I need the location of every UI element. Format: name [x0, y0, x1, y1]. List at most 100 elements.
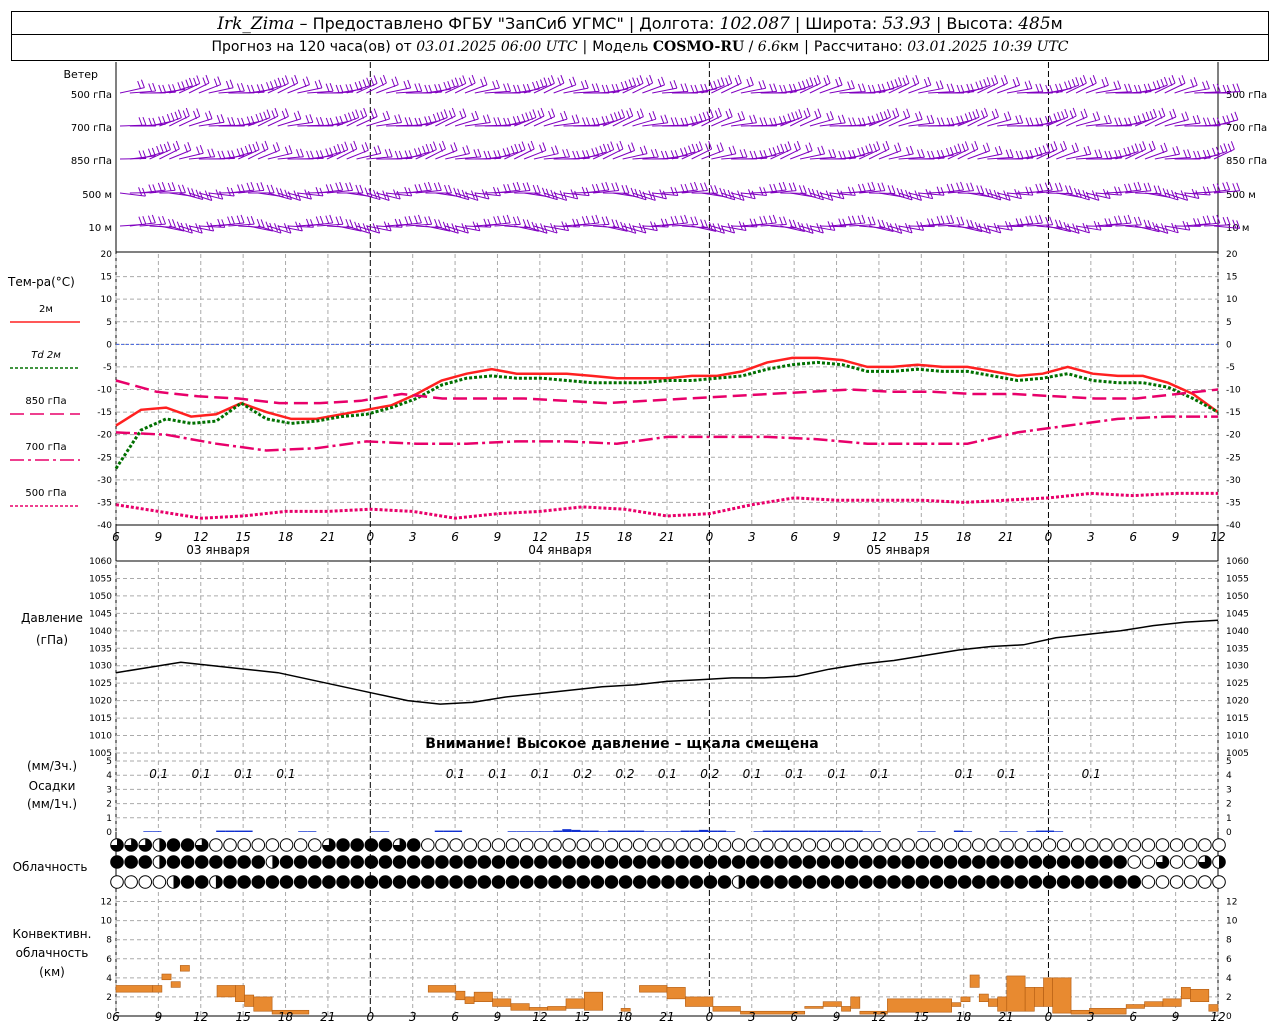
wind-barb — [533, 192, 558, 201]
wind-barb-flag — [763, 215, 768, 225]
convective-bar — [988, 998, 998, 1007]
wind-barb-flag — [961, 143, 966, 153]
wind-barb-flag — [581, 216, 586, 225]
convective-x-tick: 12 — [1210, 1010, 1225, 1024]
wind-barb-flag — [394, 150, 399, 160]
wind-barb-flag — [265, 221, 270, 230]
wind-barb-flag — [713, 80, 718, 90]
precip-bar — [452, 830, 463, 832]
wind-barb — [1066, 192, 1090, 201]
convective-x-tick: 3 — [1087, 1010, 1095, 1024]
cloud-symbol — [237, 875, 251, 889]
precip-bar — [862, 831, 872, 832]
wind-barb-flag — [861, 183, 866, 193]
cloud-symbol — [717, 855, 732, 869]
wind-barb-flag — [601, 84, 606, 94]
cloud-symbol — [1028, 855, 1043, 869]
cloudiness-title: Облачность — [13, 860, 88, 874]
convective-title-line: Конвективн. — [13, 927, 92, 941]
wind-barb-flag — [852, 117, 857, 126]
model-resolution: 6.6 — [757, 39, 781, 55]
cloud-symbol — [986, 855, 1000, 869]
precip-tick-right: 2 — [1226, 800, 1232, 810]
wind-barb-flag — [615, 219, 620, 228]
wind-barb-flag — [610, 113, 615, 123]
wind-barb — [997, 192, 1022, 200]
wind-barb-flag — [451, 223, 456, 232]
convective-tick-right: 12 — [1226, 898, 1237, 908]
wind-barb-flag — [157, 182, 162, 192]
pressure-tick-left: 1015 — [89, 714, 112, 724]
wind-barb — [208, 192, 235, 197]
temp-series-3 — [115, 415, 1218, 452]
wind-barb — [257, 225, 282, 234]
longitude-label: Долгота: — [639, 14, 715, 33]
wind-barb-flag — [379, 77, 384, 86]
wind-barb-flag — [211, 148, 216, 157]
convective-bar — [804, 1006, 824, 1009]
wind-barb-flag — [1128, 183, 1132, 192]
temp-tick-right: -5 — [1226, 363, 1235, 373]
wind-barb-flag — [1114, 117, 1119, 126]
wind-barb-flag — [616, 143, 621, 152]
pressure-tick-left: 1060 — [89, 557, 112, 567]
wind-barb-flag — [1202, 81, 1207, 90]
wind-barb-flag — [1087, 145, 1092, 155]
wind-barb-flag — [607, 143, 612, 153]
wind-barb-flag — [625, 185, 630, 194]
wind-barb-flag — [857, 215, 862, 224]
wind-barb-flag — [566, 148, 571, 158]
wind-barb-flag — [798, 185, 803, 194]
wind-barb-flag — [477, 148, 482, 158]
wind-barb — [1184, 192, 1211, 196]
wind-barb-flag — [964, 141, 969, 150]
station-name: Irk_Zima — [217, 14, 295, 34]
model-name: COSMO-RU — [652, 39, 745, 55]
wind-barb-flag — [994, 108, 999, 117]
wind-barb-flag — [196, 146, 201, 155]
wind-barb-flag — [185, 107, 190, 117]
wind-barb-flag — [1216, 214, 1221, 224]
wind-barb-flag — [728, 108, 733, 117]
wind-barb-flag — [739, 149, 744, 158]
wind-barb-flag — [727, 189, 732, 199]
wind-barb-flag — [885, 140, 890, 150]
cloud-symbol — [251, 855, 266, 869]
pressure-line — [115, 619, 1219, 705]
wind-barb-flag — [337, 144, 341, 153]
wind-barb-flag — [702, 112, 707, 121]
wind-barb-flag — [1067, 80, 1072, 89]
wind-barb-flag — [1053, 141, 1058, 150]
precip-3h-total: 0.1 — [785, 767, 804, 781]
wind-barb — [711, 192, 735, 201]
wind-barb-flag — [926, 115, 931, 124]
precip-bar — [926, 831, 936, 832]
cloud-symbol — [350, 855, 364, 869]
wind-barb-flag — [345, 182, 350, 192]
pressure-tick-left: 1005 — [89, 749, 112, 759]
temp-tick-right: -30 — [1226, 476, 1241, 486]
pressure-tick-left: 1035 — [89, 644, 112, 654]
wind-barb-flag — [746, 78, 751, 88]
cloud-symbol — [1113, 855, 1127, 869]
pressure-tick-right: 1055 — [1226, 574, 1249, 584]
precip-3h-total: 0.1 — [276, 767, 295, 781]
wind-barb-flag — [1133, 84, 1138, 94]
wind-barb-flag — [148, 83, 153, 92]
cloud-symbol — [618, 875, 633, 889]
wind-barb-flag — [1082, 189, 1087, 199]
altitude-label: Высота: — [946, 14, 1014, 33]
wind-barb-flag — [1072, 223, 1077, 232]
wind-barb-flag — [816, 189, 821, 199]
cloud-symbol — [1000, 875, 1014, 889]
wind-barb-flag — [929, 190, 934, 199]
cloud-symbol — [858, 855, 873, 869]
wind-barb-flag — [417, 214, 422, 224]
wind-barb-flag — [936, 186, 941, 195]
precip-tick-right: 0 — [1226, 828, 1232, 838]
cloud-symbol — [293, 855, 308, 869]
wind-barb-flag — [281, 110, 286, 120]
convective-bar — [685, 996, 714, 1007]
convective-bar — [464, 996, 475, 1004]
temp-tick-left: -15 — [97, 408, 112, 418]
